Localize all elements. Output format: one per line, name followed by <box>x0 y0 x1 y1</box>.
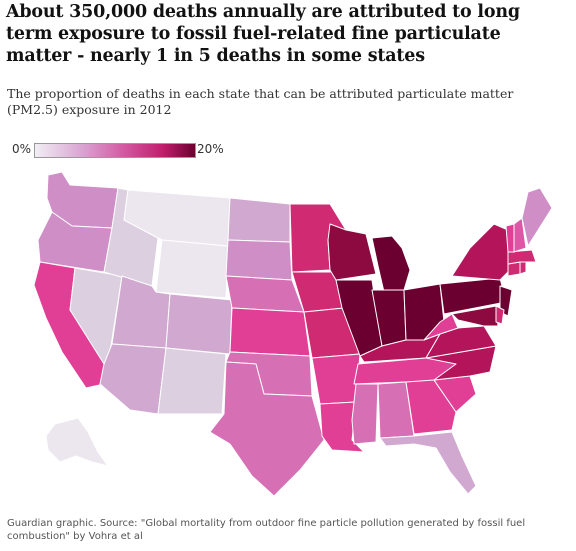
state-arkansas <box>311 353 361 405</box>
state-arizona <box>99 343 167 415</box>
state-wisconsin <box>327 223 377 281</box>
state-new-york <box>451 223 513 281</box>
state-vermont <box>505 223 515 253</box>
state-florida <box>379 431 477 495</box>
state-alaska <box>45 417 109 467</box>
color-legend: 0% 20% <box>0 142 260 162</box>
state-wyoming <box>155 239 229 299</box>
state-mississippi <box>351 383 379 445</box>
state-colorado <box>165 293 233 355</box>
us-choropleth-map <box>33 171 553 497</box>
state-new-mexico <box>157 347 227 415</box>
source-note: Guardian graphic. Source: "Global mortal… <box>7 518 526 542</box>
legend-min-label: 0% <box>12 142 32 156</box>
state-nebraska <box>225 275 305 313</box>
state-delaware <box>495 305 505 325</box>
state-north-dakota <box>227 197 291 243</box>
state-georgia <box>405 379 457 435</box>
state-west-virginia <box>423 313 459 341</box>
state-virginia <box>425 325 497 359</box>
chart-subtitle: The proportion of deaths in each state t… <box>7 86 514 117</box>
chart-title: About 350,000 deaths annually are attrib… <box>6 2 520 66</box>
legend-gradient-bar <box>34 143 196 158</box>
state-new-hampshire <box>513 217 527 253</box>
state-massachusetts <box>507 249 537 265</box>
state-texas <box>209 361 325 497</box>
state-new-jersey <box>499 285 513 317</box>
state-rhode-island <box>519 261 527 275</box>
state-kansas <box>229 307 311 357</box>
legend-max-label: 20% <box>197 142 224 156</box>
state-michigan <box>371 235 411 293</box>
state-south-dakota <box>225 239 293 281</box>
state-maryland <box>451 305 499 327</box>
state-maine <box>521 187 553 247</box>
